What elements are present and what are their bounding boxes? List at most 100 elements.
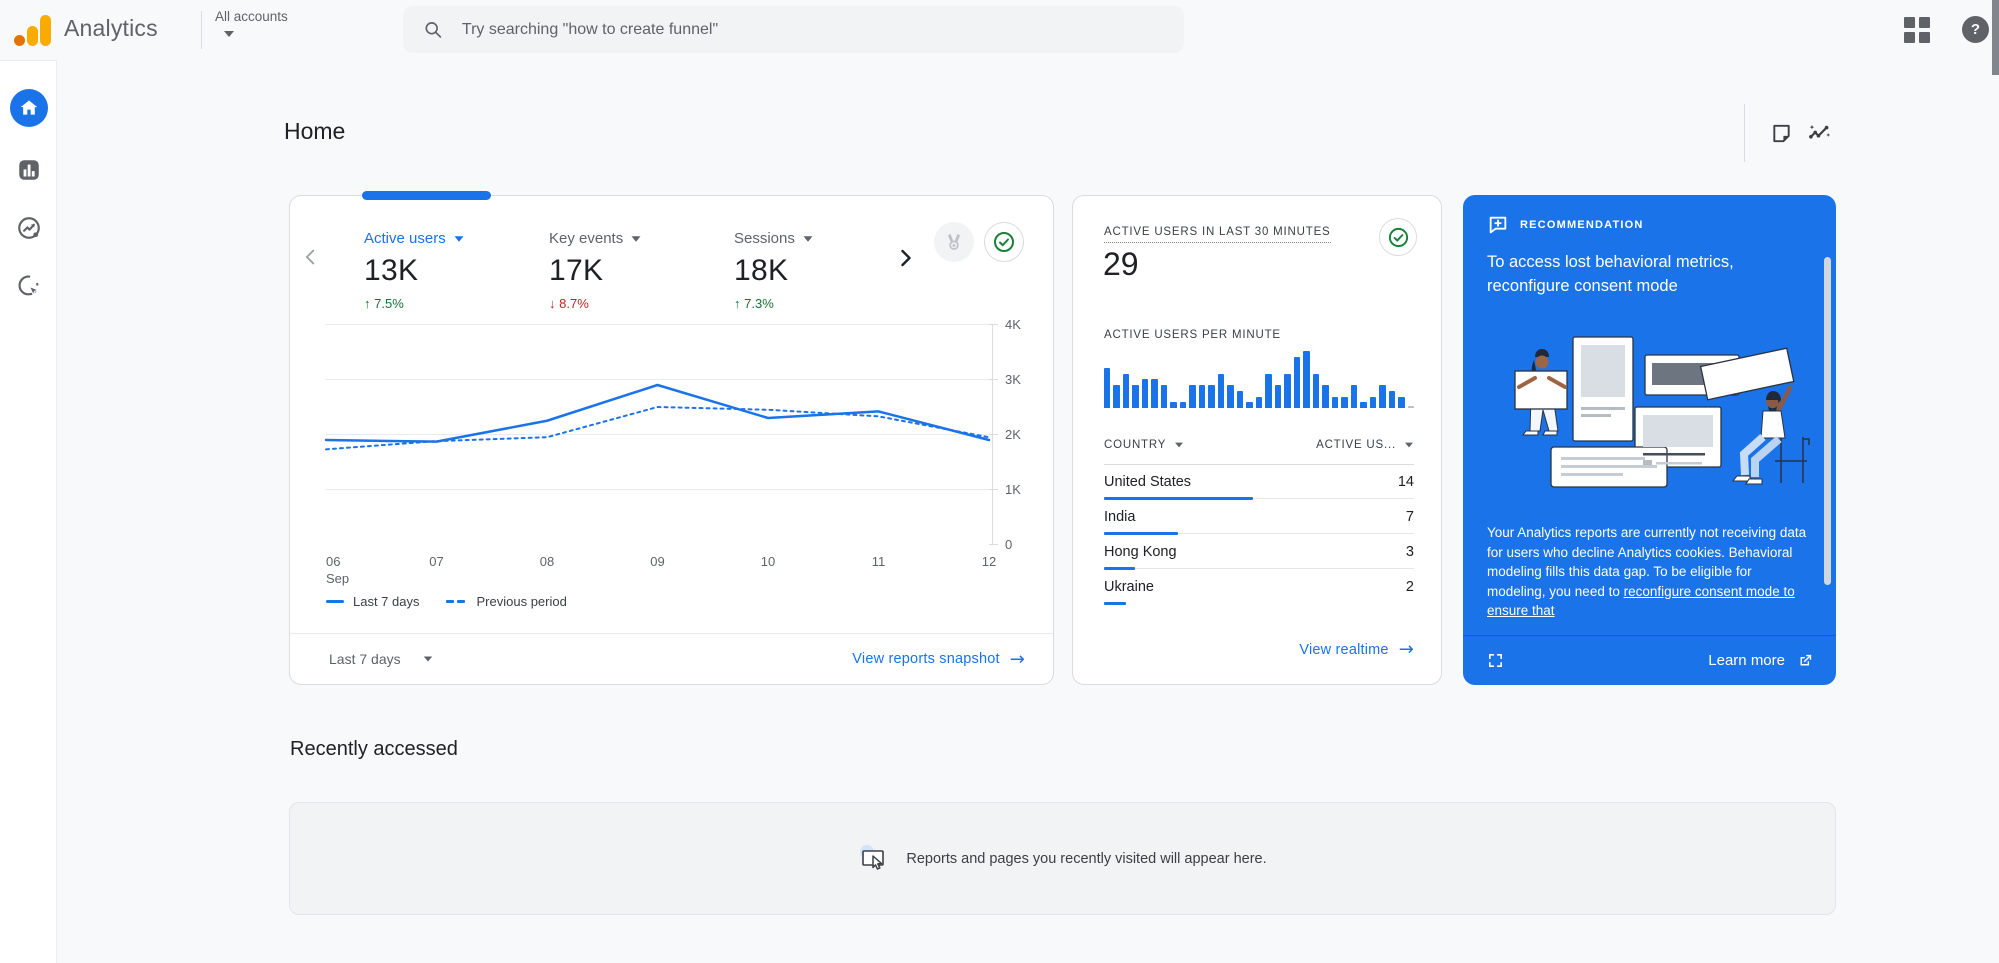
x-tick-label: 08: [539, 554, 555, 569]
consent-mode-illustration: [1514, 336, 1810, 488]
explore-icon: [17, 217, 40, 239]
minute-bar: [1341, 397, 1348, 408]
minute-bar: [1198, 385, 1206, 408]
trend-legend: Last 7 days Previous period: [326, 594, 567, 609]
apps-grid-icon[interactable]: [1904, 17, 1930, 43]
search-input[interactable]: [461, 20, 1164, 39]
column-country[interactable]: COUNTRY: [1104, 439, 1184, 451]
home-icon: [20, 100, 37, 115]
arrow-right-icon: →: [1009, 648, 1025, 670]
metric-sessions[interactable]: Sessions 18K ↑ 7.3%: [734, 230, 919, 311]
analytics-logo-icon[interactable]: [14, 15, 52, 46]
metrics-next-chevron-icon[interactable]: [893, 246, 917, 275]
y-tick-label: 2K: [1005, 426, 1021, 442]
recently-accessed-title: Recently accessed: [290, 738, 458, 760]
minute-bar: [1350, 385, 1358, 408]
view-realtime-link[interactable]: View realtime →: [1299, 639, 1414, 660]
overview-card: Active users 13K ↑ 7.5% Key events 17K ↓ 8.7%…: [289, 191, 1054, 685]
chevron-down-icon: [1405, 442, 1413, 448]
x-tick-label: 07: [429, 554, 444, 569]
recommendation-bubble-icon: [1489, 216, 1507, 234]
minute-bar: [1104, 368, 1111, 408]
actions-divider: [1744, 104, 1745, 162]
per-minute-label: ACTIVE USERS PER MINUTE: [1104, 329, 1281, 341]
active-users-per-minute-chart: [1104, 348, 1414, 408]
metric-active-users[interactable]: Active users 13K ↑ 7.5%: [364, 230, 549, 311]
minute-bar: [1398, 397, 1405, 408]
view-reports-snapshot-link[interactable]: View reports snapshot →: [852, 648, 1025, 670]
account-switcher-label: All accounts: [215, 9, 288, 24]
sidebar-item-home[interactable]: [0, 89, 57, 127]
customize-note-icon[interactable]: [1762, 114, 1800, 152]
page-actions: [1744, 104, 1838, 162]
minute-bar: [1113, 385, 1120, 408]
country-row: India 7: [1104, 500, 1414, 535]
data-quality-badge[interactable]: [984, 222, 1024, 262]
country-row: Ukraine 2: [1104, 570, 1414, 605]
recommendation-footer: Learn more: [1463, 636, 1836, 685]
y-tick-label: 1K: [1005, 481, 1021, 497]
help-icon[interactable]: ?: [1962, 16, 1989, 43]
date-range-selector[interactable]: Last 7 days: [329, 651, 433, 667]
minute-bar: [1208, 385, 1215, 408]
y-tick-label: 4K: [1005, 316, 1021, 332]
active-users-trend-chart: [324, 324, 1001, 545]
recommendation-card: RECOMMENDATION To access lost behavioral…: [1463, 195, 1836, 685]
recommendation-tag: RECOMMENDATION: [1520, 219, 1644, 231]
minute-bar: [1274, 385, 1282, 408]
x-tick-label: 12: [981, 554, 997, 569]
sidebar-item-advertising[interactable]: [0, 273, 57, 299]
minute-bar: [1265, 374, 1272, 408]
metrics-prev-chevron-icon[interactable]: [300, 246, 322, 273]
app-name: Analytics: [64, 15, 158, 41]
open-in-new-icon: [1800, 654, 1812, 666]
cursor-window-icon: [860, 844, 885, 870]
page-title: Home: [284, 118, 346, 144]
x-tick-label: 11: [871, 554, 886, 569]
trend-x-axis-labels: 06 Sep 07 08 09 10 11 12: [326, 553, 996, 587]
realtime-data-quality-badge[interactable]: [1379, 218, 1417, 256]
insights-icon[interactable]: [1800, 114, 1838, 152]
recently-accessed-empty-message: Reports and pages you recently visited w…: [906, 850, 1267, 867]
page-scrollbar-thumb[interactable]: [1992, 0, 1999, 75]
chevron-down-icon: [631, 235, 641, 242]
advertising-icon: [17, 275, 40, 297]
benchmarking-medal-badge[interactable]: [934, 222, 974, 262]
minute-bar: [1388, 391, 1396, 408]
chevron-down-icon: [454, 235, 464, 242]
legend-label: Previous period: [476, 594, 567, 609]
account-switcher[interactable]: All accounts: [215, 9, 288, 42]
table-divider: [1104, 464, 1414, 465]
sidebar: [0, 60, 57, 963]
recommendation-scrollbar[interactable]: [1824, 257, 1831, 585]
minute-bar: [1303, 351, 1310, 408]
sidebar-item-explore[interactable]: [0, 215, 57, 241]
legend-label: Last 7 days: [353, 594, 420, 609]
recommendation-body: Your Analytics reports are currently not…: [1487, 525, 1807, 619]
minute-bar: [1331, 397, 1339, 408]
expand-icon[interactable]: [1487, 652, 1504, 669]
minute-bar: [1160, 385, 1168, 408]
minute-bar: [1141, 379, 1149, 408]
minute-bar: [1179, 402, 1187, 408]
learn-more-link[interactable]: Learn more: [1708, 652, 1814, 669]
minute-bar: [1369, 397, 1377, 408]
check-circle-icon: [994, 232, 1014, 252]
metric-key-events[interactable]: Key events 17K ↓ 8.7%: [549, 230, 734, 311]
active-users-30min-value: 29: [1103, 246, 1139, 282]
column-active-users[interactable]: ACTIVE US...: [1316, 439, 1414, 451]
minute-bar: [1284, 374, 1291, 408]
realtime-title: ACTIVE USERS IN LAST 30 MINUTES: [1104, 226, 1331, 243]
minute-bar: [1360, 402, 1367, 408]
minute-bar: [1293, 357, 1301, 408]
consent-mode-link[interactable]: reconfigure consent mode to ensure that: [1487, 583, 1795, 619]
country-bar: [1104, 532, 1179, 535]
app-header: Analytics All accounts ?: [0, 0, 1999, 60]
check-circle-icon: [1388, 227, 1408, 247]
minute-bar: [1255, 397, 1263, 408]
sidebar-item-reports[interactable]: [0, 157, 57, 183]
search-bar[interactable]: [403, 6, 1184, 53]
minute-bar: [1189, 385, 1196, 408]
minute-bar: [1132, 385, 1139, 408]
